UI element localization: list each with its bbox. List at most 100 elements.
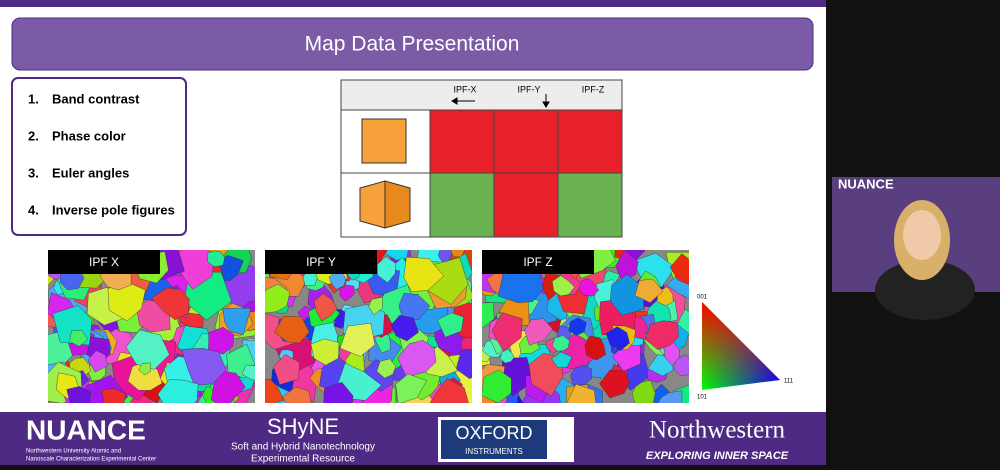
column-header: IPF-Y <box>517 84 540 94</box>
person-face <box>903 210 941 260</box>
tri-label: 111 <box>784 379 794 385</box>
grain <box>657 390 683 403</box>
arrows <box>451 94 550 108</box>
grain <box>584 335 606 361</box>
grain <box>69 330 88 347</box>
grain <box>339 284 355 302</box>
list-text: Band contrast <box>52 91 140 106</box>
nw-logo: Northwestern <box>649 417 786 444</box>
shyne-logo: SHyNE <box>267 414 339 439</box>
grain <box>634 278 664 303</box>
grain <box>265 283 291 314</box>
oxford-sub: INSTRUMENTS <box>465 447 523 456</box>
map-label: IPF X <box>89 255 119 269</box>
map-label-bg <box>482 250 594 274</box>
grain <box>66 386 92 403</box>
grain <box>460 336 472 351</box>
grain <box>107 282 146 322</box>
nuance-sub: Nanoscale Characterization Experimental … <box>26 457 156 463</box>
nuance-sub: Northwestern University Atomic and <box>26 449 121 455</box>
grain <box>551 351 573 368</box>
grain <box>395 373 427 403</box>
grain <box>273 354 300 385</box>
grain <box>125 329 170 370</box>
grain <box>669 253 689 285</box>
oxford-inner <box>441 420 547 459</box>
slide-title: Map Data Presentation <box>305 33 520 56</box>
map-label: IPF Z <box>523 255 552 269</box>
list-text: Phase color <box>52 128 126 143</box>
grain <box>151 287 190 321</box>
grain <box>437 312 464 338</box>
grain <box>398 292 431 320</box>
column-header: IPF-X <box>453 84 476 94</box>
column-header: IPF-Z <box>582 84 605 94</box>
grain <box>222 307 251 336</box>
map-label-bg <box>265 250 377 274</box>
grain <box>138 362 152 376</box>
grain <box>551 335 570 352</box>
cube-face-icon <box>361 118 407 164</box>
list-num: 2. <box>28 128 39 143</box>
table-header <box>340 79 623 111</box>
grain <box>397 340 437 378</box>
ipf-triangle-overlay <box>702 302 780 390</box>
grain <box>368 296 383 316</box>
list-num: 4. <box>28 202 39 217</box>
grain <box>87 350 108 373</box>
grain <box>274 315 310 344</box>
grain <box>403 256 445 292</box>
grain <box>206 250 225 268</box>
map-label: IPF Y <box>306 255 336 269</box>
list-text: Inverse pole figures <box>52 202 175 217</box>
grain <box>482 302 495 328</box>
grain <box>524 318 553 346</box>
tri-label: 101 <box>697 395 708 401</box>
grain <box>499 348 515 364</box>
grain <box>568 317 587 336</box>
list-box <box>11 77 187 236</box>
grain <box>429 377 469 403</box>
grain <box>455 349 472 379</box>
grain <box>390 314 419 342</box>
grain <box>569 365 592 386</box>
grain <box>323 381 354 403</box>
grain <box>567 383 597 403</box>
list-num: 1. <box>28 91 39 106</box>
grain <box>376 256 396 283</box>
tri-label: 001 <box>697 295 708 301</box>
map-label-bg <box>48 250 160 274</box>
grain <box>612 345 641 372</box>
grain <box>339 322 376 357</box>
video-logo: NUANCE <box>838 176 894 191</box>
top-band <box>0 0 826 7</box>
footer <box>0 412 826 465</box>
cube-edge-icon <box>359 180 411 229</box>
grain <box>101 388 127 403</box>
person-body <box>875 260 975 320</box>
shyne-sub: Soft and Hybrid Nanotechnology <box>231 442 375 453</box>
list-text: Euler angles <box>52 165 129 180</box>
grain <box>528 353 564 397</box>
grain <box>605 326 630 351</box>
nuance-logo: NUANCE <box>26 414 146 445</box>
grain <box>645 320 679 350</box>
grain <box>157 379 199 403</box>
list-num: 3. <box>28 165 39 180</box>
grain <box>241 364 255 381</box>
grain <box>551 275 575 297</box>
oxford-logo: OXFORD <box>455 423 532 443</box>
grain <box>609 274 645 316</box>
grain <box>376 358 397 379</box>
grain <box>482 369 512 403</box>
grain <box>310 338 340 366</box>
grain <box>578 278 599 297</box>
grain <box>265 379 285 403</box>
grain <box>282 386 312 403</box>
nw-sub: EXPLORING INNER SPACE <box>646 450 789 462</box>
ipf-map <box>482 250 689 403</box>
grain <box>181 347 227 386</box>
grain <box>313 293 337 322</box>
title-bar <box>11 17 814 71</box>
